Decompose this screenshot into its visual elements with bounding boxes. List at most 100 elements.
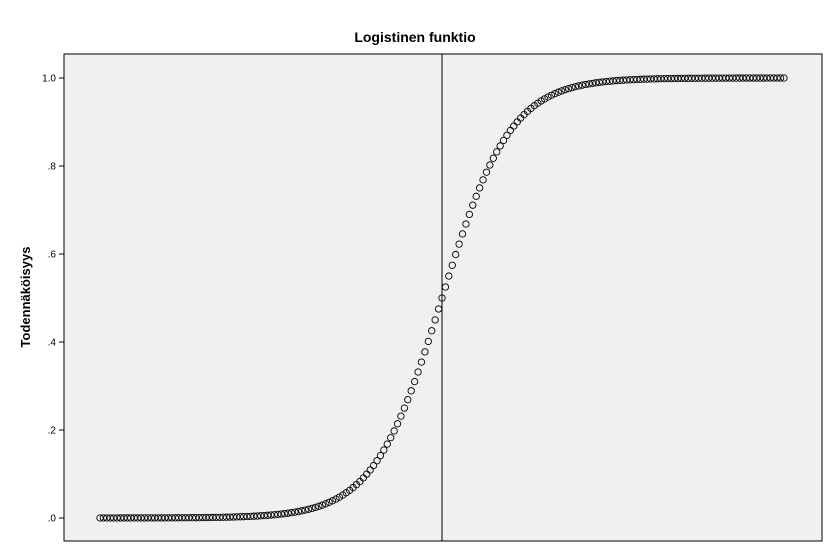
data-point [776, 74, 785, 82]
data-point [616, 76, 624, 85]
data-point [623, 76, 631, 84]
data-point [455, 240, 463, 248]
data-point [564, 84, 573, 93]
data-point [407, 387, 415, 395]
y-tick-label: .6 [48, 250, 57, 261]
data-point [462, 220, 470, 228]
y-tick-label: .8 [48, 162, 57, 173]
data-point [253, 512, 261, 520]
data-point [626, 76, 634, 84]
data-point [489, 154, 497, 162]
data-point [499, 136, 508, 145]
data-point [581, 80, 590, 89]
data-point [540, 95, 549, 103]
data-point [609, 77, 617, 85]
data-point [496, 142, 504, 150]
data-point [380, 446, 388, 454]
data-point [469, 201, 477, 209]
data-point [267, 511, 275, 519]
y-axis-label: Todennäköisyys [18, 247, 33, 348]
y-axis-ticks: .0 .2 .4 .6 .8 1.0 [42, 74, 64, 525]
data-point [592, 79, 600, 87]
data-point [561, 86, 569, 94]
y-tick-label: 1.0 [42, 74, 56, 85]
data-point [246, 512, 255, 521]
data-point [588, 79, 597, 87]
data-point [458, 230, 467, 238]
data-point [318, 501, 326, 509]
data-point [410, 377, 419, 386]
data-point [431, 316, 439, 324]
data-point [575, 82, 583, 90]
data-point [551, 90, 559, 98]
data-point [311, 503, 320, 512]
data-point [482, 168, 491, 176]
data-point [558, 87, 566, 95]
data-point [448, 261, 456, 269]
data-point [465, 210, 474, 219]
data-point [602, 77, 610, 86]
plot-area [63, 53, 823, 542]
data-point [328, 497, 337, 505]
data-point [325, 498, 333, 506]
y-tick-label: .2 [48, 426, 57, 437]
data-point [277, 510, 285, 518]
data-point [301, 506, 309, 514]
data-point [383, 440, 391, 448]
data-point [404, 396, 412, 404]
data-point [428, 327, 436, 335]
data-point [486, 161, 494, 169]
data-point [260, 511, 268, 520]
data-point [332, 495, 340, 503]
data-point [629, 75, 638, 84]
data-point [417, 358, 426, 366]
data-point [376, 451, 385, 460]
data-point [445, 272, 453, 280]
data-point [263, 511, 272, 519]
data-point [315, 502, 323, 510]
data-point [452, 250, 460, 259]
data-point [421, 348, 429, 356]
data-point [619, 76, 627, 84]
data-point [308, 504, 316, 513]
data-point [544, 93, 552, 101]
data-point [387, 434, 395, 442]
data-point [393, 420, 402, 428]
data-point [257, 512, 265, 520]
data-point [503, 131, 511, 139]
data-point [493, 148, 501, 156]
data-point [284, 509, 292, 517]
data-points [96, 74, 788, 522]
data-point [390, 427, 398, 435]
data-point [397, 412, 405, 420]
data-point [554, 88, 562, 96]
data-point [578, 81, 586, 89]
data-point [605, 77, 614, 85]
data-point [585, 80, 593, 88]
data-point [304, 505, 313, 513]
data-point [294, 507, 303, 516]
chart-title: Logistinen funktio [354, 29, 475, 45]
data-point [479, 176, 487, 184]
data-point [369, 461, 378, 470]
data-point [571, 83, 580, 91]
data-point [250, 512, 258, 520]
data-point [414, 368, 422, 376]
data-point [270, 511, 279, 519]
data-point [400, 404, 409, 412]
data-point [287, 509, 296, 517]
data-point [239, 513, 248, 521]
data-point [243, 512, 251, 521]
data-point [322, 500, 330, 508]
data-point [424, 337, 432, 346]
data-point [472, 192, 480, 200]
data-point [281, 509, 289, 518]
data-point [547, 91, 556, 99]
data-point [373, 457, 381, 465]
data-point [475, 184, 484, 192]
data-point [780, 74, 788, 82]
data-point [612, 77, 621, 85]
data-point [595, 78, 603, 87]
data-point [568, 83, 576, 92]
